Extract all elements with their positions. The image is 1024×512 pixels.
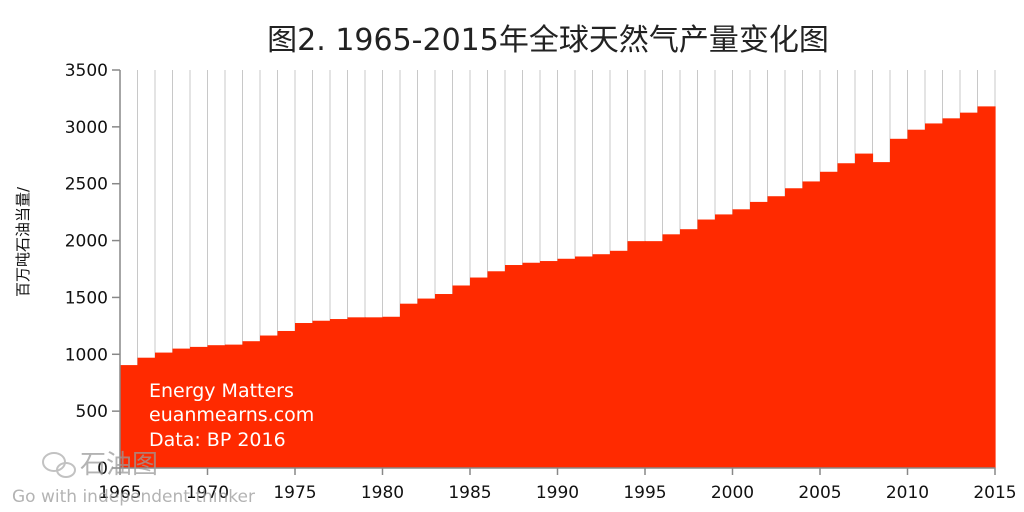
bar-1972 [242, 341, 261, 468]
bar-1974 [277, 330, 296, 468]
bar-1988 [522, 262, 541, 468]
x-tick-label: 2015 [973, 483, 1016, 503]
y-tick-label: 3500 [65, 61, 108, 81]
bar-1977 [330, 319, 349, 468]
watermark: 石油图 Go with independent thinker [12, 450, 255, 507]
bar-1975 [295, 323, 314, 468]
y-tick-label: 1000 [65, 345, 108, 365]
bar-1970 [207, 345, 226, 468]
bar-1967 [155, 352, 174, 468]
bar-2006 [837, 163, 856, 468]
y-tick-label: 3000 [65, 118, 108, 138]
x-tick-label: 2005 [798, 483, 841, 503]
bar-2011 [925, 123, 944, 469]
bar-2004 [802, 181, 821, 468]
x-tick-label: 1990 [536, 483, 579, 503]
source-annotation: Energy Matters euanmearns.com Data: BP 2… [149, 380, 314, 451]
y-tick-label: 1500 [65, 288, 108, 308]
bar-2002 [767, 196, 786, 469]
bar-1966 [137, 357, 156, 468]
bar-1986 [487, 271, 506, 468]
chart-title: 图2. 1965-2015年全球天然气产量变化图 [267, 23, 829, 58]
x-tick-label: 2000 [711, 483, 754, 503]
bar-1996 [662, 234, 681, 468]
y-tick-label: 2500 [65, 175, 108, 195]
bar-2014 [977, 106, 996, 468]
bar-2012 [942, 118, 961, 468]
bar-1976 [312, 320, 331, 468]
bar-2013 [960, 112, 979, 469]
bar-2003 [785, 188, 804, 468]
y-axis-label: 百万吨石油当量/ [14, 186, 32, 297]
bar-1979 [365, 317, 384, 468]
x-tick-label: 1985 [448, 483, 491, 503]
x-tick-label: 1965 [98, 483, 141, 503]
annotation-line-3: Data: BP 2016 [149, 429, 286, 451]
bar-2008 [872, 162, 891, 468]
bar-1982 [417, 298, 436, 468]
bar-1991 [575, 256, 594, 468]
bar-1987 [505, 265, 524, 468]
bar-1994 [627, 241, 646, 468]
x-tick-label: 2010 [886, 483, 929, 503]
bar-1998 [697, 219, 716, 468]
bar-1978 [347, 317, 366, 468]
bar-1989 [540, 261, 559, 468]
annotation-line-2: euanmearns.com [149, 404, 314, 426]
bar-1973 [260, 335, 279, 468]
bar-1969 [190, 346, 209, 468]
watermark-logo-text: 石油图 [80, 450, 158, 480]
y-tick-label: 0 [97, 459, 108, 479]
x-tick-label: 1995 [623, 483, 666, 503]
watermark-tagline: Go with independent thinker [12, 487, 255, 507]
bar-2001 [750, 201, 769, 468]
bar-1985 [470, 277, 489, 468]
bar-1984 [452, 285, 471, 468]
bar-2010 [907, 129, 926, 468]
bar-1980 [382, 316, 401, 468]
bar-2007 [855, 153, 874, 468]
x-tick-label: 1975 [273, 483, 316, 503]
bar-1995 [645, 241, 664, 468]
bar-2005 [820, 171, 839, 468]
wechat-logo-icon [42, 452, 76, 478]
annotation-line-1: Energy Matters [149, 380, 294, 402]
bar-1968 [172, 348, 191, 468]
plot-area: 0 500 1000 1500 2000 2500 3000 3500 1965 1970 1975… [65, 61, 1017, 503]
bar-1993 [610, 250, 629, 468]
bar-1992 [592, 254, 611, 468]
bar-2000 [732, 209, 751, 469]
bar-1971 [225, 344, 244, 468]
x-tick-label: 1970 [186, 483, 229, 503]
bar-2009 [890, 138, 909, 468]
bar-1990 [557, 258, 576, 468]
bar-1997 [680, 229, 699, 468]
bar-1999 [715, 214, 734, 468]
bar-1983 [435, 294, 454, 468]
x-tick-label: 1980 [361, 483, 404, 503]
bar-1965 [120, 365, 139, 468]
bar-1981 [400, 303, 419, 468]
y-tick-label: 2000 [65, 232, 108, 252]
y-tick-label: 500 [76, 402, 108, 422]
